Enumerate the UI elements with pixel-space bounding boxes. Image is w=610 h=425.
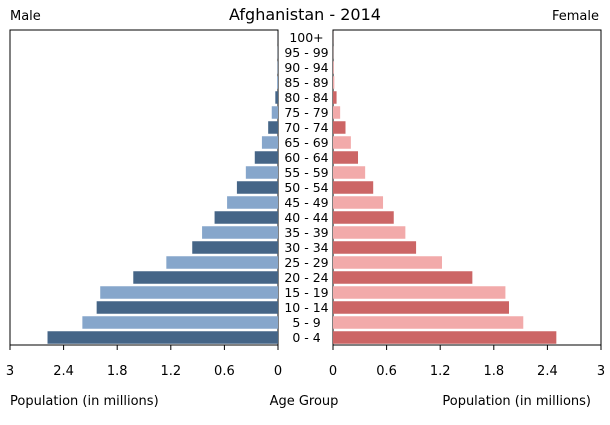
male-bar [214, 211, 278, 224]
male-bar [96, 301, 278, 314]
female-bar [333, 181, 374, 194]
male-bar [166, 256, 278, 269]
male-bar [100, 286, 278, 299]
age-group-label: 50 - 54 [284, 180, 328, 195]
male-bar [261, 136, 278, 149]
left-panel-label: Male [10, 9, 41, 24]
male-bar [271, 106, 278, 119]
male-tick-label: 1.8 [107, 364, 128, 379]
age-group-label: 35 - 39 [284, 225, 328, 240]
male-bar [192, 241, 278, 254]
age-group-label: 60 - 64 [284, 150, 328, 165]
male-bar [82, 316, 278, 329]
male-bar [47, 331, 278, 344]
male-tick-label: 0 [274, 364, 282, 379]
female-bar [333, 301, 509, 314]
male-bar [245, 166, 278, 179]
age-group-label: 65 - 69 [284, 135, 328, 150]
female-bar [333, 196, 384, 209]
male-bar [268, 121, 278, 134]
age-group-label: 15 - 19 [284, 285, 328, 300]
female-bar [333, 121, 346, 134]
female-tick-label: 1.2 [430, 364, 451, 379]
chart-title: Afghanistan - 2014 [229, 5, 381, 24]
age-group-label: 85 - 89 [284, 75, 328, 90]
female-tick-label: 0 [329, 364, 337, 379]
age-group-label: 5 - 9 [292, 315, 320, 330]
female-bar [333, 226, 406, 239]
female-bar [333, 316, 524, 329]
age-group-label: 0 - 4 [292, 330, 320, 345]
male-tick-label: 0.6 [214, 364, 235, 379]
male-bar [227, 196, 278, 209]
female-bar [333, 331, 557, 344]
female-axis-ticks: 3 2.4 1.8 1.2 0.6 0 [329, 345, 605, 379]
age-group-label: 25 - 29 [284, 255, 328, 270]
age-group-label: 70 - 74 [284, 120, 328, 135]
female-bar [333, 136, 351, 149]
female-bar [333, 151, 359, 164]
female-bar [333, 256, 442, 269]
male-bar [236, 181, 278, 194]
right-x-axis-label: Population (in millions) [442, 394, 591, 409]
age-group-label: 20 - 24 [284, 270, 328, 285]
female-bar [333, 106, 341, 119]
female-tick-label: 3 [597, 364, 605, 379]
age-group-label: 100+ [289, 30, 323, 45]
female-bar [333, 271, 473, 284]
female-tick-label: 2.4 [537, 364, 558, 379]
age-group-label: 10 - 14 [284, 300, 328, 315]
female-tick-label: 0.6 [376, 364, 397, 379]
male-tick-label: 3 [6, 364, 14, 379]
male-axis-ticks: 3 2.4 1.8 1.2 0.6 0 [6, 345, 282, 379]
male-bar [275, 91, 278, 104]
age-group-label: 90 - 94 [284, 60, 328, 75]
female-bar [333, 61, 334, 74]
age-group-label: 75 - 79 [284, 105, 328, 120]
male-tick-label: 1.2 [160, 364, 181, 379]
right-panel-label: Female [552, 9, 599, 24]
female-tick-label: 1.8 [483, 364, 504, 379]
male-bar [254, 151, 278, 164]
center-axis-label: Age Group [270, 394, 339, 409]
male-bar [133, 271, 278, 284]
age-group-label: 40 - 44 [284, 210, 328, 225]
female-bar [333, 241, 417, 254]
age-group-label: 30 - 34 [284, 240, 328, 255]
male-bar [202, 226, 278, 239]
female-bar [333, 166, 366, 179]
age-group-label: 95 - 99 [284, 45, 328, 60]
male-tick-label: 2.4 [53, 364, 74, 379]
female-bar [333, 211, 394, 224]
female-bar [333, 76, 335, 89]
male-bar [277, 76, 278, 89]
female-bar [333, 286, 506, 299]
female-bars [333, 31, 557, 344]
male-bars [47, 31, 278, 344]
age-group-label: 80 - 84 [284, 90, 328, 105]
left-x-axis-label: Population (in millions) [10, 394, 159, 409]
age-group-label: 55 - 59 [284, 165, 328, 180]
age-group-label: 45 - 49 [284, 195, 328, 210]
female-bar [333, 91, 337, 104]
